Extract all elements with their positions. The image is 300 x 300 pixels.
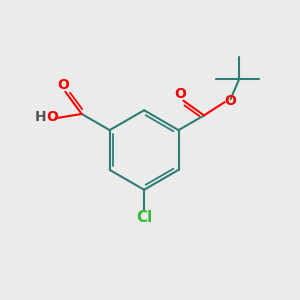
Text: O: O [57, 78, 69, 92]
Text: O: O [224, 94, 236, 108]
Text: Cl: Cl [136, 210, 152, 225]
Text: O: O [46, 110, 58, 124]
Text: O: O [175, 87, 186, 101]
Text: H: H [35, 110, 47, 124]
